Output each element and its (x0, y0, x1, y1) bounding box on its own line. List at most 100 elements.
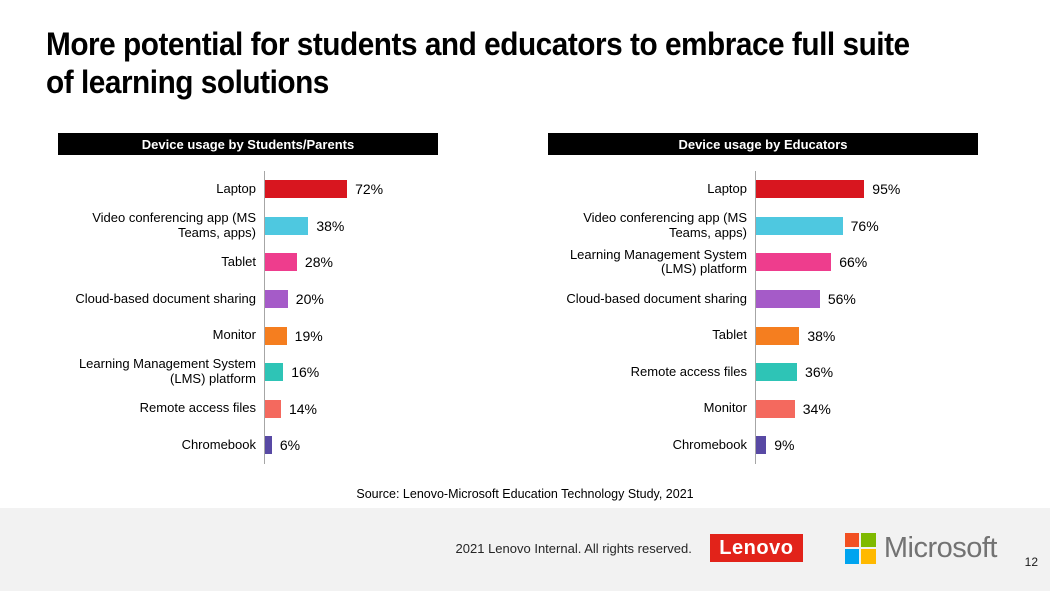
bar-zone: 28% (265, 253, 333, 272)
bar-zone: 36% (756, 363, 834, 382)
value-label: 19% (294, 327, 323, 344)
bar (265, 180, 348, 199)
category-label: Video conferencing app (MS Teams, apps) (583, 209, 747, 240)
chart-row: Chromebook 9% (548, 427, 978, 464)
value-label: 36% (805, 364, 834, 381)
bar (265, 399, 281, 418)
chart-row: Learning Management System (LMS) platfor… (548, 244, 978, 281)
bar-zone: 19% (265, 326, 323, 345)
axis-line (264, 171, 265, 464)
chart-row: Monitor 19% (58, 317, 438, 354)
slide-title-line-1: More potential for students and educator… (46, 26, 910, 62)
value-label: 20% (295, 291, 324, 308)
bar-zone: 72% (265, 180, 384, 199)
microsoft-logo-text: Microsoft (883, 531, 998, 564)
bar-zone: 14% (265, 399, 317, 418)
chart-row: Laptop 72% (58, 171, 438, 208)
bar (756, 253, 832, 272)
bar (265, 253, 297, 272)
bar (265, 216, 309, 235)
bar (756, 290, 820, 309)
value-label: 56% (827, 291, 856, 308)
chart-row: Tablet 38% (548, 317, 978, 354)
category-label: Cloud-based document sharing (75, 290, 256, 306)
lenovo-logo-text: Lenovo (719, 536, 794, 559)
chart-row: Learning Management System (LMS) platfor… (58, 354, 438, 391)
bar-zone: 38% (756, 326, 836, 345)
bar-zone: 38% (265, 216, 344, 235)
chart-header-educators: Device usage by Educators (548, 133, 978, 155)
bar-zone: 16% (265, 363, 320, 382)
chart-plot: Laptop 72% Video conferencing app (MS Team… (58, 171, 438, 464)
bar (265, 436, 272, 455)
bar (756, 326, 800, 345)
value-label: 66% (839, 254, 868, 271)
bar (756, 436, 767, 455)
value-label: 9% (774, 437, 795, 454)
category-label: Cloud-based document sharing (566, 290, 747, 306)
bar-zone: 56% (756, 290, 856, 309)
bar-zone: 76% (756, 216, 879, 235)
bar-zone: 9% (756, 436, 795, 455)
axis-line (755, 171, 756, 464)
microsoft-square-green (861, 532, 876, 547)
slide-title: More potential for students and educator… (46, 25, 910, 101)
category-label: Learning Management System (LMS) platfor… (569, 246, 747, 277)
bar-zone: 95% (756, 180, 901, 199)
category-label: Laptop (707, 180, 747, 196)
value-label: 6% (279, 437, 301, 454)
chart-row: Tablet 28% (58, 244, 438, 281)
bar (756, 180, 865, 199)
category-label: Monitor (212, 327, 256, 343)
bar (756, 399, 795, 418)
microsoft-square-blue (844, 549, 860, 564)
value-label: 34% (802, 400, 831, 417)
category-label: Remote access files (139, 400, 256, 416)
source-note: Source: Lenovo-Microsoft Education Techn… (356, 487, 694, 501)
chart-row: Remote access files 14% (58, 391, 438, 428)
chart-educators: Device usage by Educators Laptop 95% Video… (548, 133, 978, 464)
microsoft-squares-icon (844, 532, 876, 564)
chart-title: Device usage by Students/Parents (141, 136, 355, 152)
slide-title-line-2: of learning solutions (46, 64, 329, 100)
category-label: Chromebook (181, 436, 256, 452)
chart-row: Laptop 95% (548, 171, 978, 208)
chart-header-students-parents: Device usage by Students/Parents (58, 133, 438, 155)
bar (265, 290, 288, 309)
bar-zone: 20% (265, 290, 324, 309)
bar (265, 363, 284, 382)
bar (756, 363, 798, 382)
category-label: Tablet (221, 254, 256, 270)
microsoft-square-yellow (861, 549, 876, 564)
value-label: 95% (872, 181, 901, 198)
chart-students-parents: Device usage by Students/Parents Laptop 7… (58, 133, 438, 464)
chart-plot: Laptop 95% Video conferencing app (MS Team… (548, 171, 978, 464)
bar (265, 326, 287, 345)
chart-row: Monitor 34% (548, 391, 978, 428)
bar-zone: 66% (756, 253, 868, 272)
chart-row: Cloud-based document sharing 56% (548, 281, 978, 318)
footer-content: 2021 Lenovo Internal. All rights reserve… (455, 531, 998, 564)
chart-row: Video conferencing app (MS Teams, apps) 3… (58, 208, 438, 245)
value-label: 16% (291, 364, 320, 381)
category-label: Chromebook (672, 436, 747, 452)
lenovo-logo: Lenovo (709, 534, 803, 562)
category-label: Video conferencing app (MS Teams, apps) (92, 209, 256, 240)
footer: 2021 Lenovo Internal. All rights reserve… (0, 508, 1050, 591)
chart-title: Device usage by Educators (678, 136, 848, 152)
category-label: Monitor (703, 400, 747, 416)
value-label: 28% (304, 254, 333, 271)
value-label: 76% (850, 217, 879, 234)
copyright-text: 2021 Lenovo Internal. All rights reserve… (455, 540, 692, 556)
value-label: 72% (355, 181, 384, 198)
bar-zone: 34% (756, 399, 831, 418)
chart-row: Video conferencing app (MS Teams, apps) 7… (548, 208, 978, 245)
category-label: Learning Management System (LMS) platfor… (78, 356, 256, 387)
microsoft-square-red (844, 532, 860, 547)
page-number: 12 (1024, 555, 1038, 569)
chart-row: Remote access files 36% (548, 354, 978, 391)
category-label: Tablet (712, 327, 747, 343)
bar (756, 216, 843, 235)
value-label: 38% (807, 327, 836, 344)
chart-row: Cloud-based document sharing 20% (58, 281, 438, 318)
